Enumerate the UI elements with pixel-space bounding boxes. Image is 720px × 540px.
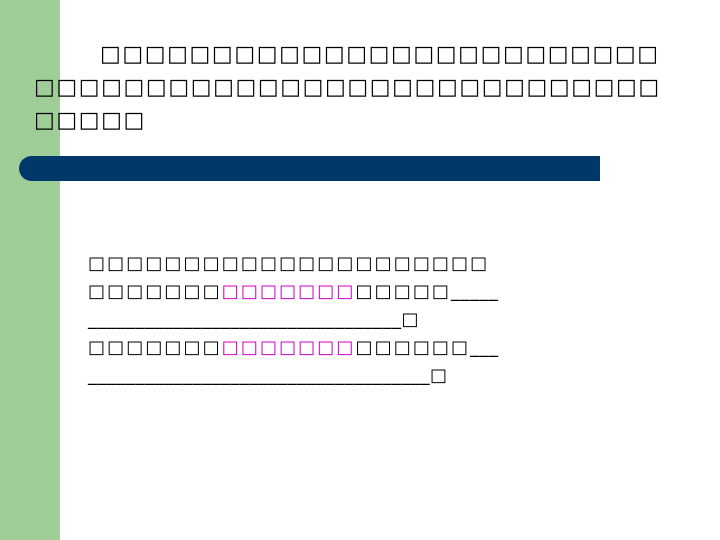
question-line-5: ____________________________________□ xyxy=(88,362,688,390)
question-line-3: _________________________________□ xyxy=(88,306,688,334)
question-3-end: □ xyxy=(430,365,450,386)
question-2-prefix: □□□□□□□ xyxy=(88,281,222,302)
answer-blank-1a: _____ xyxy=(451,281,499,302)
answer-blank-2a: ___ xyxy=(470,337,499,358)
question-3-highlight: □□□□□□□ xyxy=(221,337,356,358)
question-2-suffix: □□□□□ xyxy=(355,281,452,302)
question-line-2: □□□□□□□□□□□□□□□□□□□_____ xyxy=(88,278,688,306)
answer-blank-2b: ____________________________________ xyxy=(88,365,430,386)
side-strip-fill xyxy=(0,0,60,540)
question-line-1: □□□□□□□□□□□□□□□□□□□□□ xyxy=(88,253,490,274)
title-banner-shape xyxy=(19,156,600,181)
question-3-prefix: □□□□□□□ xyxy=(88,337,222,358)
side-strip xyxy=(0,0,60,540)
question-2-highlight: □□□□□□□ xyxy=(221,281,356,302)
question-block: □□□□□□□□□□□□□□□□□□□□□ □□□□□□□□□□□□□□□□□□… xyxy=(88,250,688,390)
answer-blank-1b: _________________________________ xyxy=(88,309,402,330)
intro-paragraph: □□□□□□□□□□□□□□□□□□□□□□□□□□□□□□□□□□□□□□□□… xyxy=(34,42,661,133)
question-line-4: □□□□□□□□□□□□□□□□□□□□___ xyxy=(88,334,688,362)
question-2-end: □ xyxy=(401,309,421,330)
question-3-suffix: □□□□□□ xyxy=(355,337,471,358)
title-banner xyxy=(19,156,600,181)
